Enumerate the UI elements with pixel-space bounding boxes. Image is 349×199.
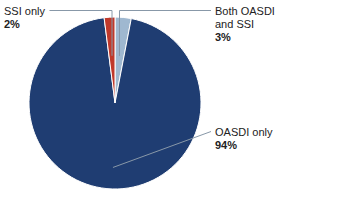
value-label: 94% [215,139,237,151]
pie [29,17,201,189]
leader-line [119,11,211,56]
value-label: 3% [215,31,231,43]
leader-lines [49,11,211,168]
pie-slice [29,18,201,189]
leader-line [113,132,211,168]
value-label: 2% [4,18,20,30]
labels: Both OASDIand SSI3% OASDI only94% SSI only… [4,5,275,151]
chart: Both OASDIand SSI3% OASDI only94% SSI only… [0,0,349,199]
slice-label: SSI only [4,5,45,17]
pie-slice [104,17,115,103]
leader-line [49,11,112,56]
slice-label: OASDI only [215,126,273,138]
slice-label: Both OASDIand SSI [215,5,275,30]
